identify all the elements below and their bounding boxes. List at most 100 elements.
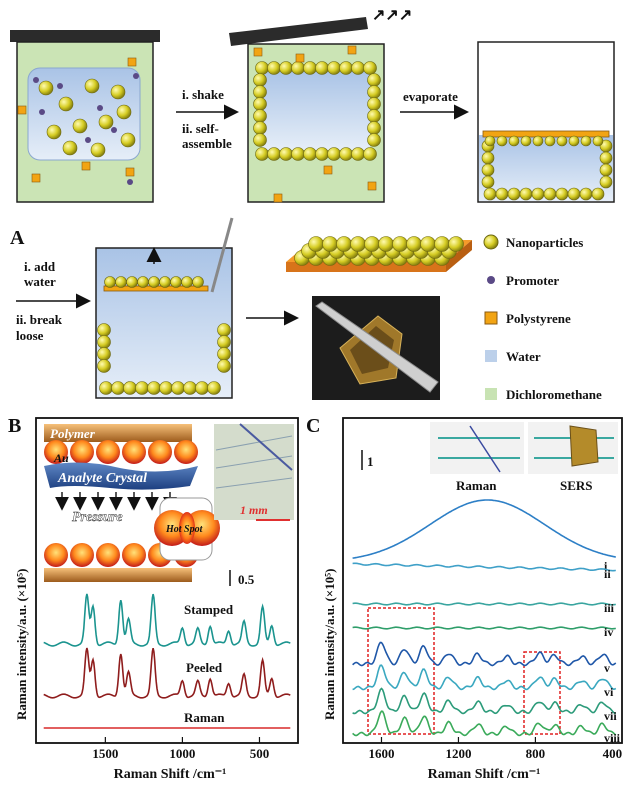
promoter <box>57 83 63 89</box>
panel-c-series-label-iv: iv <box>604 625 613 639</box>
panel-c-series-ii <box>352 562 616 572</box>
nanoparticle <box>147 381 161 395</box>
nanoparticle <box>599 151 613 165</box>
au-particle <box>44 543 68 567</box>
panel-b-xtick: 500 <box>250 746 270 761</box>
nanoparticle <box>84 78 100 94</box>
polystyrene <box>31 173 41 183</box>
sers-inset-label: SERS <box>560 478 593 493</box>
promoter <box>133 73 139 79</box>
raman-inset-label: Raman <box>456 478 497 493</box>
au-particle <box>70 440 94 464</box>
panel-c-series-label-vi: vi <box>604 685 614 699</box>
au-particle <box>148 440 172 464</box>
nanoparticle <box>327 147 341 161</box>
nanoparticle <box>116 104 132 120</box>
polystyrene <box>367 181 377 191</box>
self-assemble-label-2: assemble <box>182 136 232 151</box>
nanoparticle <box>195 381 209 395</box>
panel-c-series-vii <box>352 687 616 715</box>
nanoparticle <box>253 97 267 111</box>
nanoparticle <box>481 175 495 189</box>
polystyrene <box>347 45 357 55</box>
panel-b-scalebar: 0.5 <box>238 572 255 587</box>
nanoparticle <box>484 135 496 147</box>
panel-b-xtick: 1500 <box>92 746 118 761</box>
nanoparticle <box>137 276 149 288</box>
panel-c-series-label-iii: iii <box>604 601 615 615</box>
nanoparticle <box>556 135 568 147</box>
panel-b-label: B <box>8 415 21 437</box>
nanoparticle <box>120 132 136 148</box>
au-particle <box>70 543 94 567</box>
nanoparticle <box>363 61 377 75</box>
highlight-box-left <box>367 607 435 735</box>
panel-c-series-v <box>352 641 617 667</box>
beaker-4 <box>95 217 234 399</box>
nanoparticle <box>531 187 545 201</box>
nanoparticle <box>519 187 533 201</box>
au-particle <box>122 543 146 567</box>
pressure-label: Pressure <box>72 510 123 525</box>
nanoparticle <box>315 61 329 75</box>
beaker-3 <box>477 41 615 203</box>
panel-b-series-peeled <box>43 647 291 699</box>
hot-spot-inset: Hot Spot <box>154 497 220 561</box>
nanoparticle <box>192 276 204 288</box>
nanoparticle <box>97 323 111 337</box>
panel-b-series-label-stamped: Stamped <box>184 602 234 617</box>
legend-label-dichloromethane: Dichloromethane <box>506 387 602 402</box>
au-particle <box>44 440 68 464</box>
nanoparticle <box>508 135 520 147</box>
nanoparticle <box>148 276 160 288</box>
nanoparticle <box>599 175 613 189</box>
promoter <box>85 137 91 143</box>
panel-b-series-label-peeled: Peeled <box>186 660 223 675</box>
panel-a-label: A <box>10 227 25 249</box>
nanoparticle <box>308 236 324 252</box>
panel-c-series-vi <box>352 664 617 691</box>
nanoparticle <box>110 84 126 100</box>
panel-c-series-viii <box>352 710 617 737</box>
polymer-label: Polymer <box>50 426 96 441</box>
nanoparticle <box>38 80 54 96</box>
nanoparticle <box>339 147 353 161</box>
panel-c-scalebar: 1 <box>367 454 374 469</box>
nanoparticle <box>97 359 111 373</box>
nanoparticle <box>367 97 381 111</box>
legend-polystyrene-icon <box>484 311 498 325</box>
legend-nanoparticle-icon <box>483 234 499 250</box>
add-water-label-2: water <box>24 274 56 289</box>
nanoparticle <box>579 187 593 201</box>
panel-c-series-iii <box>352 602 616 606</box>
panel-c-ylabel: Raman intensity/a.u. (×10⁵) <box>322 569 337 720</box>
nanoparticle <box>351 61 365 75</box>
au-particle <box>96 440 120 464</box>
au-particle <box>122 440 146 464</box>
self-assemble-label-1: ii. self- <box>182 121 219 136</box>
nanoparticle <box>111 381 125 395</box>
panel-b-ylabel: Raman intensity/a.u. (×10⁵) <box>14 569 29 720</box>
highlight-box-right <box>523 651 561 735</box>
break-loose-label-1: ii. break <box>16 312 63 327</box>
nanoparticle <box>253 121 267 135</box>
nanoparticle <box>303 147 317 161</box>
nanoparticle <box>339 61 353 75</box>
polystyrene <box>295 53 305 63</box>
shake-motion-icon: ↗↗↗ <box>372 7 412 24</box>
panel-b-series-label-raman: Raman <box>184 710 225 725</box>
panel-c-series-i <box>352 499 617 559</box>
nanoparticle <box>123 381 137 395</box>
panel-c-xtick: 400 <box>603 746 623 761</box>
nanoparticle <box>520 135 532 147</box>
panel-c-series-label-v: v <box>604 661 610 675</box>
au-particle <box>174 440 198 464</box>
panel-c-xtick: 800 <box>526 746 546 761</box>
nanoparticle <box>543 187 557 201</box>
nanoparticle <box>171 381 185 395</box>
nanoparticle <box>568 135 580 147</box>
nanoparticle <box>322 236 338 252</box>
nanoparticle <box>253 85 267 99</box>
nanoparticle <box>592 135 604 147</box>
polystyrene <box>125 167 135 177</box>
